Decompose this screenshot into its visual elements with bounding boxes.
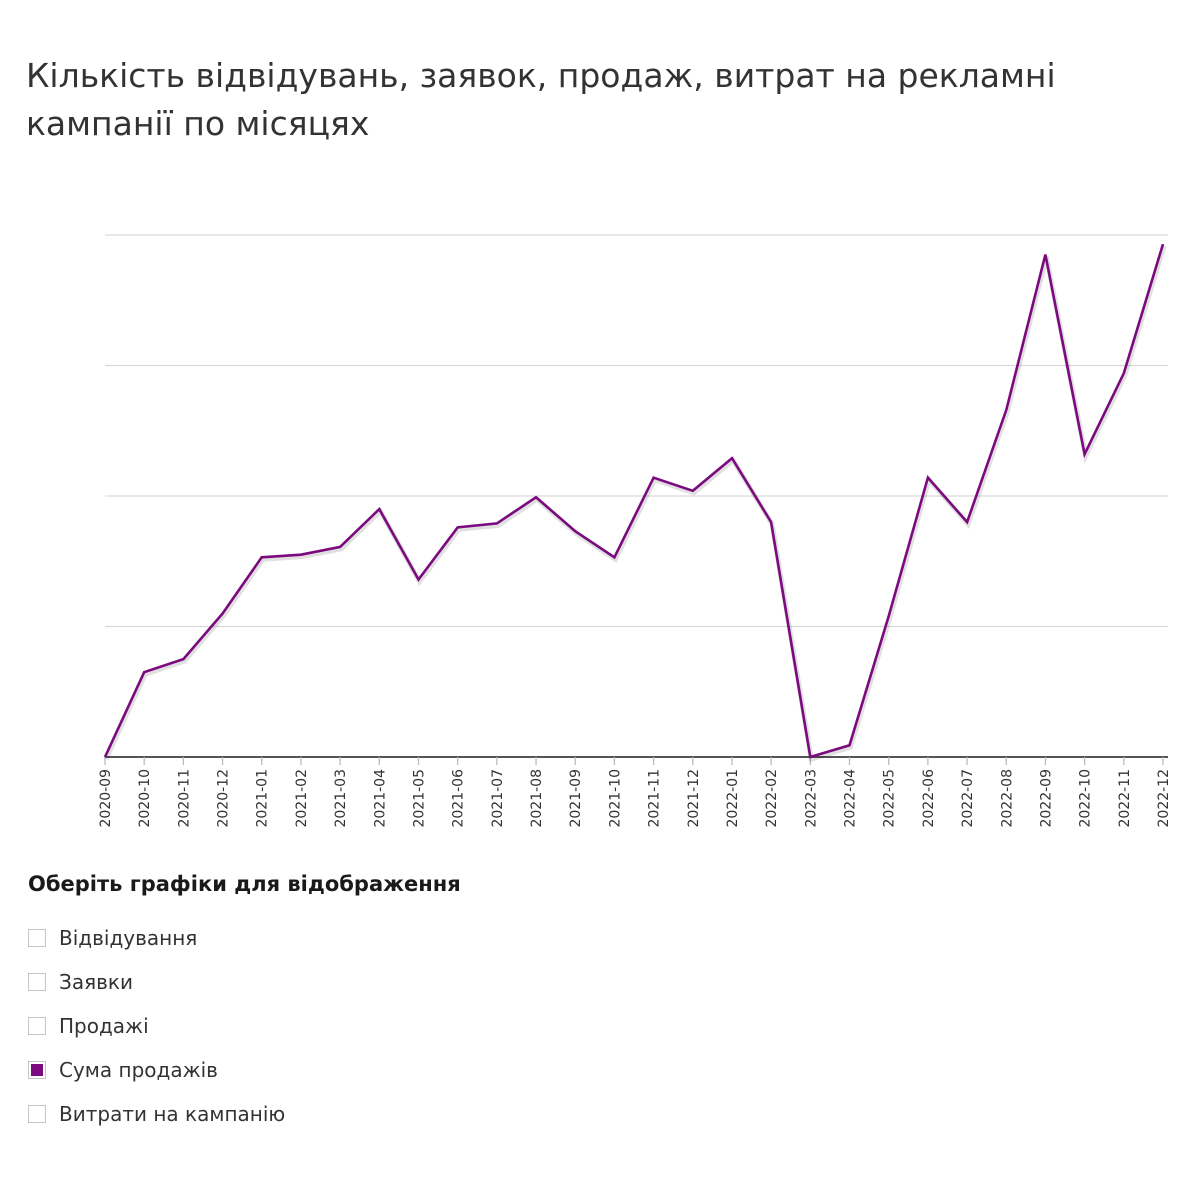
data-point: [1079, 448, 1091, 460]
data-point: [883, 610, 895, 622]
x-tick-label: 2021-06: [451, 769, 467, 828]
checkbox-unchecked[interactable]: [28, 929, 46, 947]
x-tick-label: 2021-12: [686, 769, 702, 828]
data-point: [922, 472, 934, 484]
chart-title: Кількість відвідувань, заявок, продаж, в…: [26, 56, 1056, 143]
toggle-label: Відвідування: [59, 926, 198, 950]
toggle-label: Продажі: [59, 1014, 149, 1038]
x-tick-label: 2022-03: [803, 769, 819, 828]
data-point: [1000, 404, 1012, 416]
series-sum-of-sales[interactable]: [99, 238, 1169, 763]
data-point: [256, 551, 268, 563]
x-tick-label: 2020-12: [216, 769, 232, 828]
toggle-panel-heading: Оберіть графіки для відображення: [28, 872, 461, 896]
checkbox-unchecked[interactable]: [28, 973, 46, 991]
x-tick-label: 2020-09: [98, 769, 114, 828]
data-point: [530, 491, 542, 503]
chart-toggle-panel: Оберіть графіки для відображення Відвіду…: [28, 866, 728, 1136]
series-shadow: [103, 245, 1167, 763]
x-tick-label: 2021-09: [568, 769, 584, 828]
line-chart: 2020-09 2020-10 2020-11 2020-12 2021-01 2021-…: [98, 234, 1172, 828]
x-tick-label: 2022-01: [725, 769, 741, 828]
x-tick-label: 2020-11: [176, 769, 192, 828]
data-point: [687, 485, 699, 497]
checkbox-fill: [31, 1064, 43, 1076]
data-point: [608, 551, 620, 563]
x-tick-label: 2022-10: [1078, 769, 1094, 828]
data-point: [334, 541, 346, 553]
data-point: [804, 751, 816, 763]
toggle-item[interactable]: Відвідування: [28, 916, 728, 960]
x-tick-label: 2021-01: [255, 769, 271, 828]
data-point: [726, 452, 738, 464]
toggle-item[interactable]: Заявки: [28, 960, 728, 1004]
toggle-label: Заявки: [59, 970, 133, 994]
x-tick-label: 2021-02: [294, 769, 310, 828]
data-point: [844, 739, 856, 751]
x-tick-labels: 2020-09 2020-10 2020-11 2020-12 2021-01 2021-…: [98, 769, 1172, 828]
data-point: [648, 472, 660, 484]
x-tick-label: 2021-05: [411, 769, 427, 828]
x-tick-label: 2021-10: [607, 769, 623, 828]
data-point: [1157, 238, 1169, 250]
data-point: [1118, 367, 1130, 379]
data-point: [138, 666, 150, 678]
x-tick-label: 2022-06: [921, 769, 937, 828]
x-tick-label: 2021-07: [490, 769, 506, 828]
x-tick-label: 2022-08: [999, 769, 1015, 828]
x-tick-label: 2021-11: [647, 769, 663, 828]
x-axis: [104, 756, 1168, 765]
data-point: [765, 516, 777, 528]
data-point: [295, 549, 307, 561]
toggle-list: Відвідування Заявки Продажі Сума продажів Ви…: [28, 916, 728, 1136]
x-tick-label: 2020-10: [137, 769, 153, 828]
toggle-item[interactable]: Продажі: [28, 1004, 728, 1048]
data-point: [373, 503, 385, 515]
series-line: [103, 243, 1165, 759]
x-tick-label: 2022-04: [843, 769, 859, 828]
data-point: [491, 517, 503, 529]
data-point: [452, 521, 464, 533]
checkbox-checked[interactable]: [28, 1061, 46, 1079]
grid-lines: [105, 234, 1168, 628]
data-point: [961, 516, 973, 528]
x-tick-label: 2021-03: [333, 769, 349, 828]
x-tick-label: 2022-12: [1156, 769, 1172, 828]
x-tick-label: 2022-05: [882, 769, 898, 828]
toggle-item[interactable]: Витрати на кампанію: [28, 1092, 728, 1136]
toggle-item[interactable]: Сума продажів: [28, 1048, 728, 1092]
data-point: [217, 607, 229, 619]
x-tick-label: 2022-11: [1117, 769, 1133, 828]
x-tick-label: 2021-08: [529, 769, 545, 828]
data-point: [177, 653, 189, 665]
data-point: [1039, 249, 1051, 261]
x-tick-label: 2022-09: [1038, 769, 1054, 828]
x-tick-label: 2021-04: [372, 769, 388, 828]
checkbox-unchecked[interactable]: [28, 1017, 46, 1035]
data-point: [569, 525, 581, 537]
x-tick-label: 2022-02: [764, 769, 780, 828]
data-point: [99, 751, 111, 763]
toggle-label: Сума продажів: [59, 1058, 218, 1082]
x-tick-label: 2022-07: [960, 769, 976, 828]
toggle-label: Витрати на кампанію: [59, 1102, 286, 1126]
checkbox-unchecked[interactable]: [28, 1105, 46, 1123]
data-point: [412, 574, 424, 586]
